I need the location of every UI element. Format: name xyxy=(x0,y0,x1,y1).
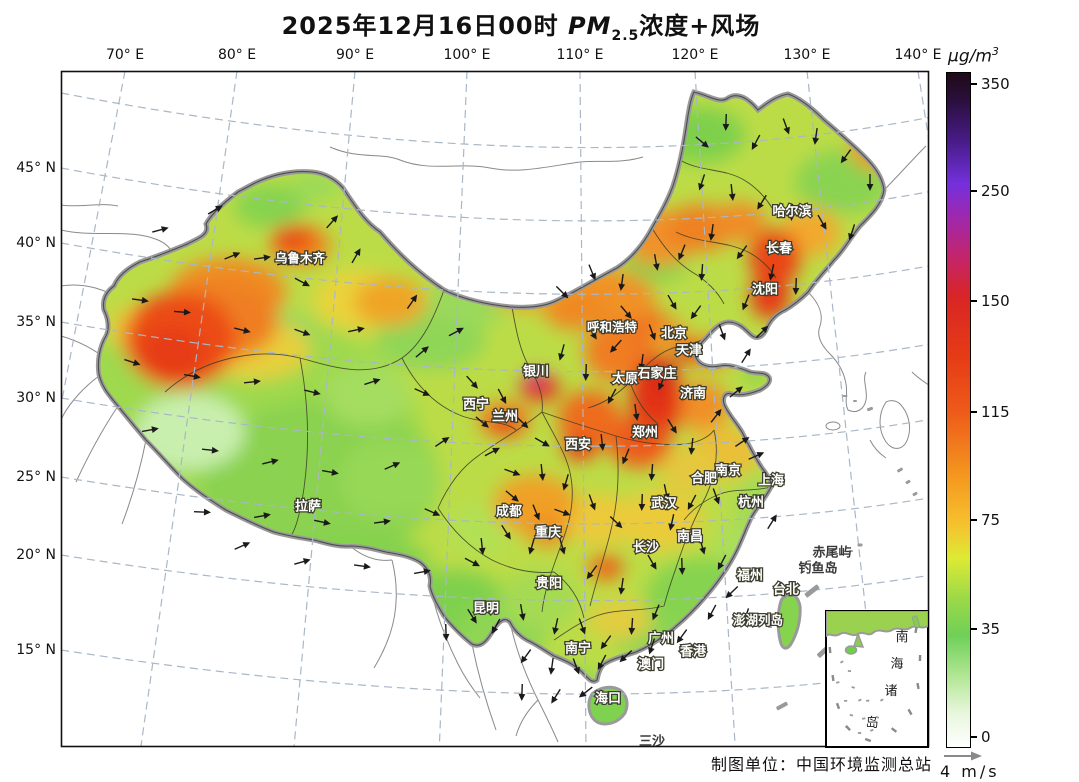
city-label: 郑州 xyxy=(632,425,658,441)
city-label: 天津 xyxy=(676,343,702,359)
colorbar-tick-label: 115 xyxy=(981,403,1010,421)
city-label: 兰州 xyxy=(492,409,518,425)
longitude-tick-label: 130° E xyxy=(783,47,831,63)
inset-sea-name-char: 海 xyxy=(890,657,903,672)
city-label: 杭州 xyxy=(738,495,764,511)
title-pm: PM xyxy=(567,12,612,40)
graticule xyxy=(61,71,929,747)
longitude-tick-label: 90° E xyxy=(335,47,375,63)
wind-legend-arrow-icon xyxy=(944,751,982,761)
city-label: 澳门 xyxy=(638,657,664,673)
city-label: 合肥 xyxy=(691,471,717,487)
city-label: 呼和浩特 xyxy=(587,320,638,335)
province-borders xyxy=(164,159,777,641)
inset-sea-name-char: 南 xyxy=(895,629,908,645)
city-label: 南宁 xyxy=(565,641,591,657)
colorbar-unit-label: μg/m3 xyxy=(948,45,999,67)
colorbar-tick xyxy=(970,411,977,413)
city-label: 广州 xyxy=(648,631,674,647)
inset-sea-name-char: 岛 xyxy=(865,715,878,731)
city-label: 长春 xyxy=(766,241,793,257)
title-pm-sub: 2.5 xyxy=(611,27,640,44)
latitude-tick-label: 35° N xyxy=(16,314,56,330)
city-label: 长沙 xyxy=(633,540,659,556)
city-label: 香港 xyxy=(679,644,707,660)
latitude-tick-label: 15° N xyxy=(16,642,56,658)
city-label: 哈尔滨 xyxy=(772,204,811,220)
inset-mainland-coast xyxy=(826,611,928,638)
map-credit: 制图单位：中国环境监测总站 xyxy=(711,755,933,774)
inset-sea-name-char: 诸 xyxy=(884,684,897,699)
title-datetime: 2025年12月16日00时 xyxy=(281,12,568,40)
colorbar-tick xyxy=(970,519,977,521)
map-frame xyxy=(60,70,930,748)
figure-title: 2025年12月16日00时 PM2.5浓度+风场 xyxy=(0,6,1042,44)
city-label: 昆明 xyxy=(473,601,499,617)
city-label: 北京 xyxy=(661,326,687,342)
longitude-tick-label: 120° E xyxy=(671,47,719,63)
longitude-tick-label: 110° E xyxy=(556,47,604,63)
longitude-tick-label: 70° E xyxy=(105,47,145,63)
city-label: 乌鲁木齐 xyxy=(275,251,326,266)
city-label: 石家庄 xyxy=(636,366,676,382)
city-label: 西安 xyxy=(565,437,591,453)
city-label: 上海 xyxy=(758,473,784,489)
city-label: 重庆 xyxy=(535,525,561,541)
city-label: 济南 xyxy=(680,386,706,402)
wind-arrows xyxy=(124,113,874,704)
longitude-tick-label: 80° E xyxy=(217,47,257,63)
colorbar-tick xyxy=(970,83,977,85)
hainan-island xyxy=(587,685,629,726)
wind-speed-legend: 4 m/s xyxy=(936,748,1066,781)
colorbar-tick-label: 0 xyxy=(981,728,991,746)
colorbar-tick xyxy=(970,736,977,738)
colorbar-tick xyxy=(970,628,977,630)
colorbar-tick-label: 35 xyxy=(981,620,1001,638)
colorbar-tick-label: 350 xyxy=(981,75,1010,93)
city-label: 澎湖列岛 xyxy=(733,613,783,628)
taiwan-island xyxy=(776,592,802,650)
city-label: 台北 xyxy=(773,582,799,598)
city-label: 贵阳 xyxy=(536,576,562,592)
title-suffix: 浓度+风场 xyxy=(639,12,761,40)
city-label: 海口 xyxy=(595,691,621,707)
city-label: 南京 xyxy=(715,463,741,479)
latitude-tick-label: 40° N xyxy=(16,235,56,251)
longitude-tick-label: 140° E xyxy=(894,47,942,63)
latitude-tick-label: 30° N xyxy=(16,390,56,406)
sea-feature-label: 钓鱼岛 xyxy=(798,561,837,577)
colorbar-tick-label: 150 xyxy=(981,292,1010,310)
city-label: 银川 xyxy=(523,364,549,380)
city-label: 拉萨 xyxy=(295,499,321,515)
wind-speed-label: 4 m/s xyxy=(940,762,1000,781)
city-label: 武汉 xyxy=(651,496,678,512)
city-label: 沈阳 xyxy=(752,282,778,298)
longitude-tick-label: 100° E xyxy=(443,47,491,63)
colorbar-tick xyxy=(970,190,977,192)
latitude-tick-label: 20° N xyxy=(16,547,56,563)
sea-feature-label: 赤尾屿 xyxy=(812,545,851,561)
city-label: 西宁 xyxy=(463,397,489,413)
city-label: 成都 xyxy=(496,504,522,520)
colorbar-tick xyxy=(970,300,977,302)
city-label: 福州 xyxy=(736,568,763,584)
latitude-tick-label: 25° N xyxy=(16,469,56,485)
city-label: 南昌 xyxy=(677,529,703,545)
colorbar-tick-label: 75 xyxy=(981,511,1001,529)
city-label: 太原 xyxy=(611,371,638,387)
latitude-tick-label: 45° N xyxy=(16,160,56,176)
inset-hainan xyxy=(844,645,858,655)
sea-feature-label: 三沙 xyxy=(639,735,665,750)
colorbar xyxy=(946,72,971,748)
colorbar-tick-label: 250 xyxy=(981,182,1010,200)
